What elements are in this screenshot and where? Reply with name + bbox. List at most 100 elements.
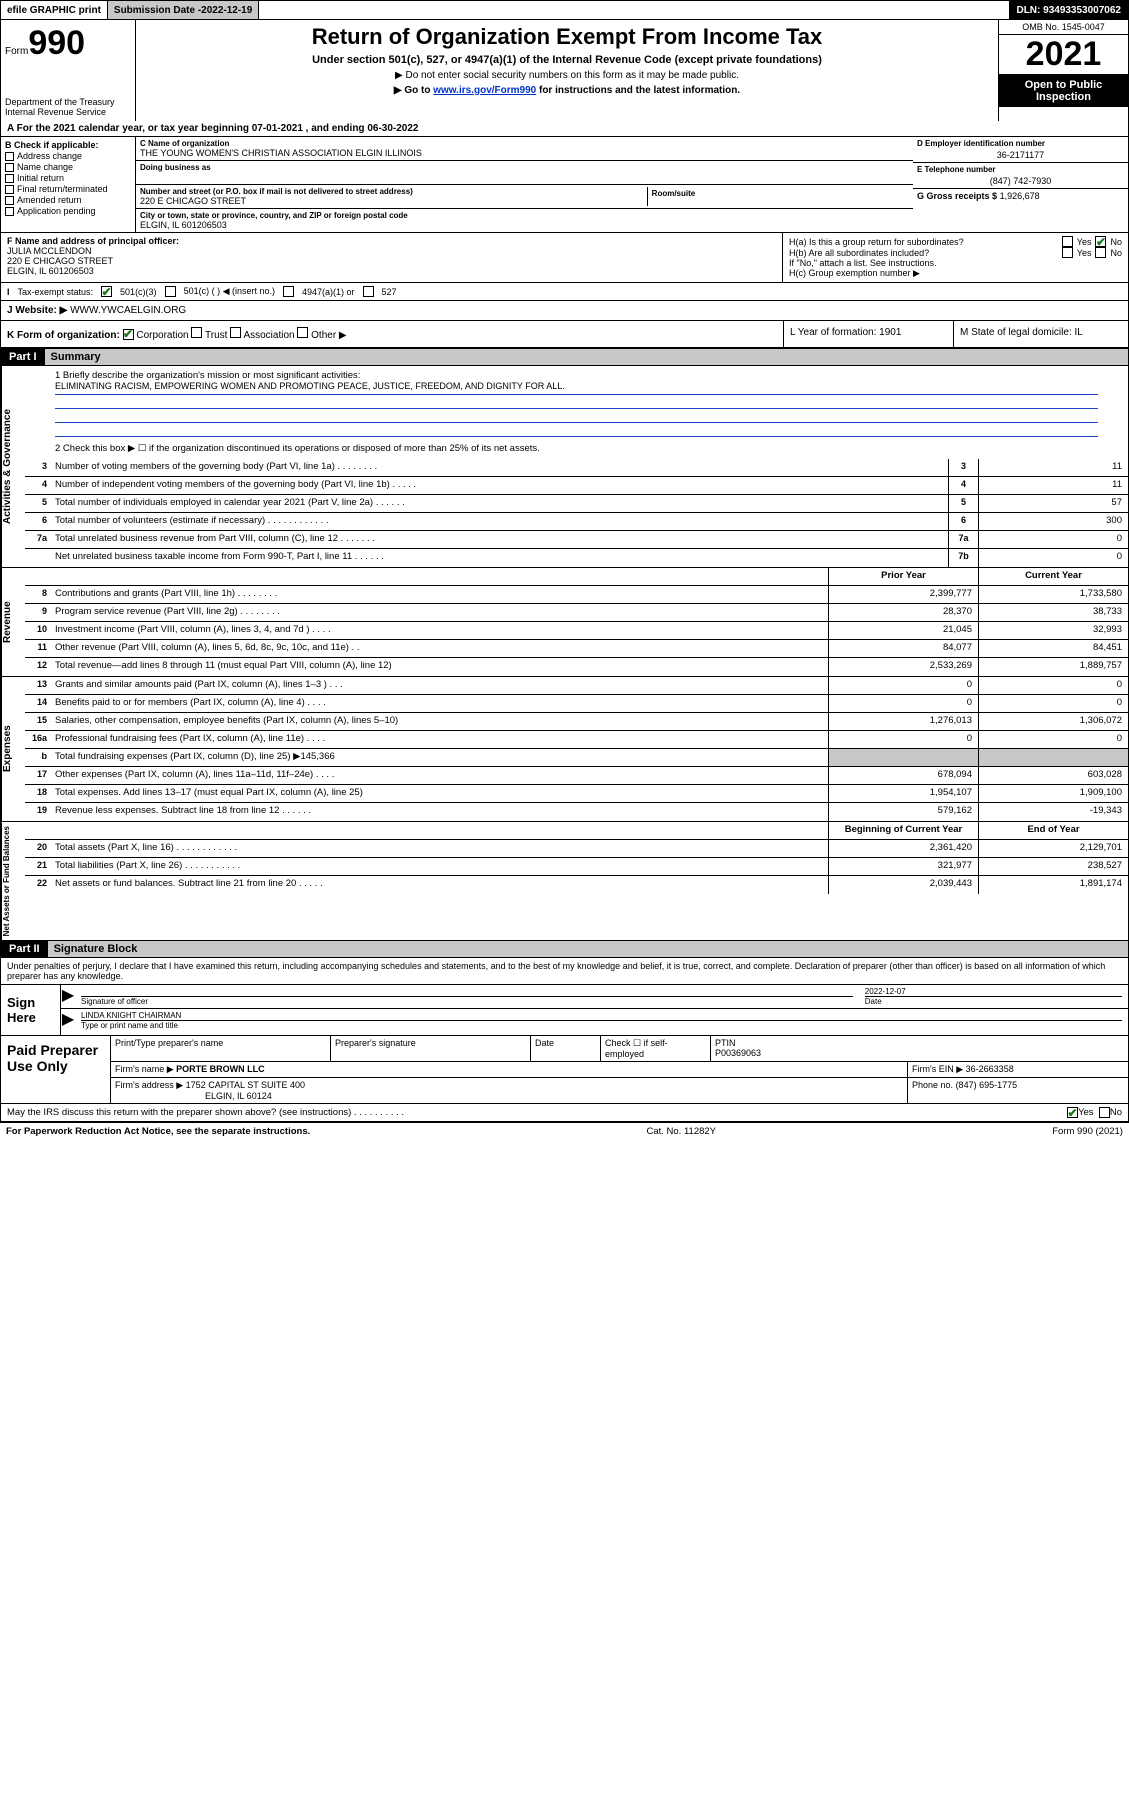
table-row: 10Investment income (Part VIII, column (… [25, 622, 1128, 640]
arrow-icon: ▶ [61, 1009, 75, 1032]
table-row: 6Total number of volunteers (estimate if… [25, 513, 1128, 531]
row-m: M State of legal domicile: IL [953, 321, 1128, 347]
header-left: Form 990 Department of the Treasury Inte… [1, 20, 136, 121]
section-b-c-d: B Check if applicable: Address change Na… [0, 137, 1129, 233]
chk-527[interactable] [363, 286, 374, 297]
prep-row-3: Firm's address ▶ 1752 CAPITAL ST SUITE 4… [111, 1078, 1128, 1103]
mission: 1 Briefly describe the organization's mi… [25, 366, 1128, 441]
form-number: 990 [28, 24, 85, 63]
net-col-headers: Beginning of Current Year End of Year [25, 822, 1128, 840]
paperwork-notice: For Paperwork Reduction Act Notice, see … [6, 1126, 310, 1137]
table-row: 4Number of independent voting members of… [25, 477, 1128, 495]
table-row: 22Net assets or fund balances. Subtract … [25, 876, 1128, 894]
cat-no: Cat. No. 11282Y [646, 1126, 716, 1137]
hb-no[interactable] [1095, 247, 1106, 258]
chk-501c[interactable] [165, 286, 176, 297]
ein: D Employer identification number36-21711… [913, 137, 1128, 163]
table-row: 14Benefits paid to or for members (Part … [25, 695, 1128, 713]
header-mid: Return of Organization Exempt From Incom… [136, 20, 998, 121]
table-row: 3Number of voting members of the governi… [25, 459, 1128, 477]
table-row: bTotal fundraising expenses (Part IX, co… [25, 749, 1128, 767]
ha-yes[interactable] [1062, 236, 1073, 247]
table-row: 19Revenue less expenses. Subtract line 1… [25, 803, 1128, 821]
row-j: J Website: ▶ WWW.YWCAELGIN.ORG [0, 301, 1129, 321]
header: Form 990 Department of the Treasury Inte… [0, 20, 1129, 121]
dba: Doing business as [136, 161, 913, 185]
table-row: 9Program service revenue (Part VIII, lin… [25, 604, 1128, 622]
chk-address[interactable]: Address change [5, 151, 131, 161]
discuss-no[interactable] [1099, 1107, 1110, 1118]
table-row: 15Salaries, other compensation, employee… [25, 713, 1128, 731]
side-net: Net Assets or Fund Balances [1, 822, 25, 940]
col-headers: Prior Year Current Year [25, 568, 1128, 586]
row-a: A For the 2021 calendar year, or tax yea… [0, 121, 1129, 137]
table-row: 16aProfessional fundraising fees (Part I… [25, 731, 1128, 749]
table-row: 18Total expenses. Add lines 13–17 (must … [25, 785, 1128, 803]
form-label: Form [5, 46, 28, 57]
table-row: 8Contributions and grants (Part VIII, li… [25, 586, 1128, 604]
principal-officer: F Name and address of principal officer:… [1, 233, 783, 282]
footer: For Paperwork Reduction Act Notice, see … [0, 1122, 1129, 1140]
side-revenue: Revenue [1, 568, 25, 676]
side-expenses: Expenses [1, 677, 25, 821]
sig-intro: Under penalties of perjury, I declare th… [0, 958, 1129, 985]
row-k: K Form of organization: ✔ Corporation Tr… [1, 321, 783, 347]
table-row: 5Total number of individuals employed in… [25, 495, 1128, 513]
col-d-e: D Employer identification number36-21711… [913, 137, 1128, 232]
h-a: H(a) Is this a group return for subordin… [789, 236, 1122, 247]
paid-preparer: Paid Preparer Use Only Print/Type prepar… [0, 1036, 1129, 1104]
irs-link[interactable]: www.irs.gov/Form990 [433, 85, 536, 96]
table-row: 7aTotal unrelated business revenue from … [25, 531, 1128, 549]
table-row: 12Total revenue—add lines 8 through 11 (… [25, 658, 1128, 676]
ha-no[interactable]: ✔ [1095, 236, 1106, 247]
prep-label: Paid Preparer Use Only [1, 1036, 111, 1103]
sig-name: LINDA KNIGHT CHAIRMANType or print name … [75, 1009, 1128, 1032]
header-right: OMB No. 1545-0047 2021 Open to Public In… [998, 20, 1128, 121]
col-b-label: B Check if applicable: [5, 140, 131, 150]
omb: OMB No. 1545-0047 [999, 20, 1128, 35]
phone: E Telephone number(847) 742-7930 [913, 163, 1128, 189]
chk-trust[interactable] [191, 327, 202, 338]
website: WWW.YWCAELGIN.ORG [70, 305, 186, 316]
chk-501c3[interactable]: ✔ [101, 286, 112, 297]
netassets-section: Net Assets or Fund Balances Beginning of… [0, 821, 1129, 941]
prep-row-2: Firm's name ▶ PORTE BROWN LLC Firm's EIN… [111, 1062, 1128, 1078]
chk-other[interactable] [297, 327, 308, 338]
governance-section: Activities & Governance 1 Briefly descri… [0, 366, 1129, 567]
part-1-label: Part I [1, 349, 45, 365]
col-c: C Name of organization THE YOUNG WOMEN'S… [136, 137, 913, 232]
chk-name[interactable]: Name change [5, 162, 131, 172]
expenses-section: Expenses 13Grants and similar amounts pa… [0, 676, 1129, 821]
chk-corp[interactable]: ✔ [123, 329, 134, 340]
table-row: 20Total assets (Part X, line 16) . . . .… [25, 840, 1128, 858]
city-row: City or town, state or province, country… [136, 209, 913, 232]
part-2-label: Part II [1, 941, 48, 957]
discuss-row: May the IRS discuss this return with the… [0, 1104, 1129, 1122]
chk-amended[interactable]: Amended return [5, 195, 131, 205]
hb-yes[interactable] [1062, 247, 1073, 258]
part-1-title: Summary [45, 349, 1128, 365]
discuss-yes[interactable]: ✔ [1067, 1107, 1078, 1118]
open-inspection: Open to Public Inspection [999, 75, 1128, 107]
sign-here-label: Sign Here [1, 985, 61, 1035]
row-l: L Year of formation: 1901 [783, 321, 953, 347]
revenue-section: Revenue Prior Year Current Year 8Contrib… [0, 567, 1129, 676]
address-row: Number and street (or P.O. box if mail i… [136, 185, 913, 209]
form-990: Form 990 [5, 24, 131, 63]
line-2: 2 Check this box ▶ ☐ if the organization… [25, 441, 1128, 459]
chk-4947[interactable] [283, 286, 294, 297]
table-row: Net unrelated business taxable income fr… [25, 549, 1128, 567]
form-ref: Form 990 (2021) [1052, 1126, 1123, 1137]
dln: DLN: 93493353007062 [1010, 1, 1128, 19]
chk-pending[interactable]: Application pending [5, 206, 131, 216]
chk-initial[interactable]: Initial return [5, 173, 131, 183]
prep-row-1: Print/Type preparer's name Preparer's si… [111, 1036, 1128, 1062]
col-b: B Check if applicable: Address change Na… [1, 137, 136, 232]
chk-final[interactable]: Final return/terminated [5, 184, 131, 194]
chk-assoc[interactable] [230, 327, 241, 338]
h-c: H(c) Group exemption number ▶ [789, 268, 1122, 279]
form-title: Return of Organization Exempt From Incom… [144, 24, 990, 50]
efile-label[interactable]: efile GRAPHIC print [1, 1, 108, 19]
side-governance: Activities & Governance [1, 366, 25, 567]
table-row: 11Other revenue (Part VIII, column (A), … [25, 640, 1128, 658]
